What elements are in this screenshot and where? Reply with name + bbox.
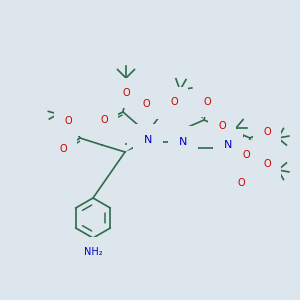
Text: O: O [237,178,245,188]
Text: O: O [263,159,271,169]
Text: •: • [124,142,128,148]
Text: O: O [59,144,67,154]
Text: O: O [100,115,108,125]
Text: NH₂: NH₂ [84,247,102,257]
Text: O: O [218,121,226,131]
Text: N: N [224,140,232,150]
Text: O: O [203,97,211,107]
Text: O: O [242,150,250,160]
Text: O: O [64,116,72,126]
Text: O: O [142,99,150,109]
Text: O: O [122,88,130,98]
Polygon shape [125,138,149,152]
Text: N: N [144,135,152,145]
Text: N: N [179,137,187,147]
Text: O: O [263,127,271,137]
Text: O: O [170,97,178,107]
